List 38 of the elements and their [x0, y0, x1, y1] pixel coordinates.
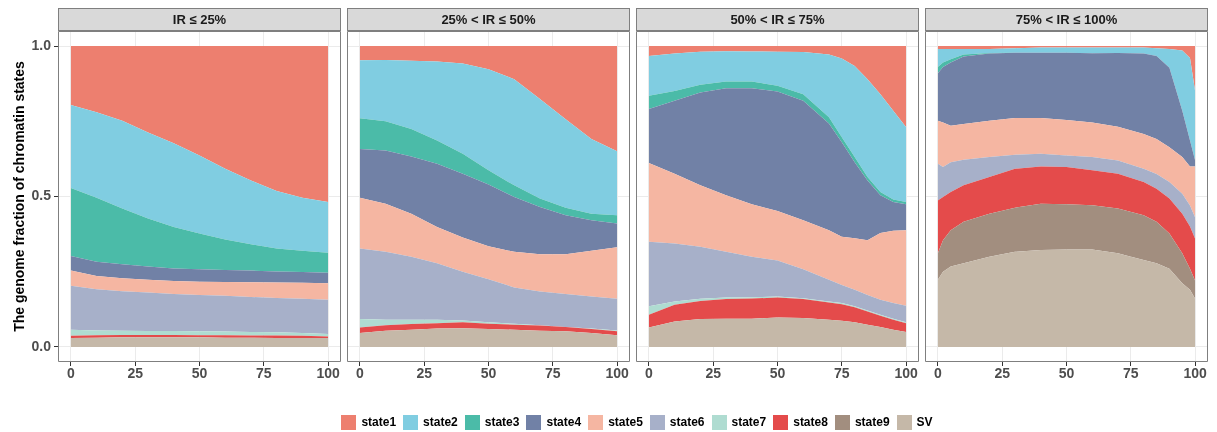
x-tick-label: 25	[127, 365, 144, 382]
x-tick-label: 50	[1058, 365, 1075, 382]
x-tick-label: 75	[545, 365, 561, 382]
x-tick-label: 0	[355, 365, 364, 382]
legend-label: SV	[916, 415, 933, 429]
y-axis-title: The genome fraction of chromatin states	[11, 60, 28, 332]
chart-title: 25% < IR ≤ 50%	[441, 12, 536, 27]
legend-label: state4	[546, 415, 582, 429]
x-tick-label: 0	[66, 365, 75, 382]
legend-label: state6	[669, 415, 705, 429]
x-tick-label: 0	[933, 365, 942, 382]
legend-label: state7	[731, 415, 767, 429]
x-tick-label: 75	[256, 365, 272, 382]
x-tick-label: 0	[644, 365, 653, 382]
x-tick-label: 25	[705, 365, 722, 382]
x-tick-label: 100	[316, 365, 341, 382]
x-tick-label: 50	[191, 365, 208, 382]
x-tick-label: 100	[605, 365, 630, 382]
x-tick-label: 25	[416, 365, 433, 382]
x-tick-label: 100	[894, 365, 919, 382]
legend-label: state2	[423, 415, 458, 429]
legend-label: state8	[793, 415, 828, 429]
x-tick-label: 100	[1183, 365, 1208, 382]
legend-label: state9	[854, 415, 890, 429]
x-tick-label: 75	[834, 365, 850, 382]
x-tick-label: 50	[480, 365, 497, 382]
legend-label: state5	[608, 415, 643, 429]
legend-label: state1	[361, 415, 397, 429]
y-tick-label: 0.0	[31, 337, 52, 354]
y-tick-label: 1.0	[31, 36, 52, 53]
legend-label: state3	[484, 415, 520, 429]
x-tick-label: 25	[994, 365, 1011, 382]
chart-title: IR ≤ 25%	[172, 12, 227, 27]
chart-title: 75% < IR ≤ 100%	[1015, 12, 1118, 27]
x-tick-label: 75	[1123, 365, 1139, 382]
chart-title: 50% < IR ≤ 75%	[730, 12, 825, 27]
x-tick-label: 50	[769, 365, 786, 382]
y-tick-label: 0.5	[31, 187, 52, 204]
